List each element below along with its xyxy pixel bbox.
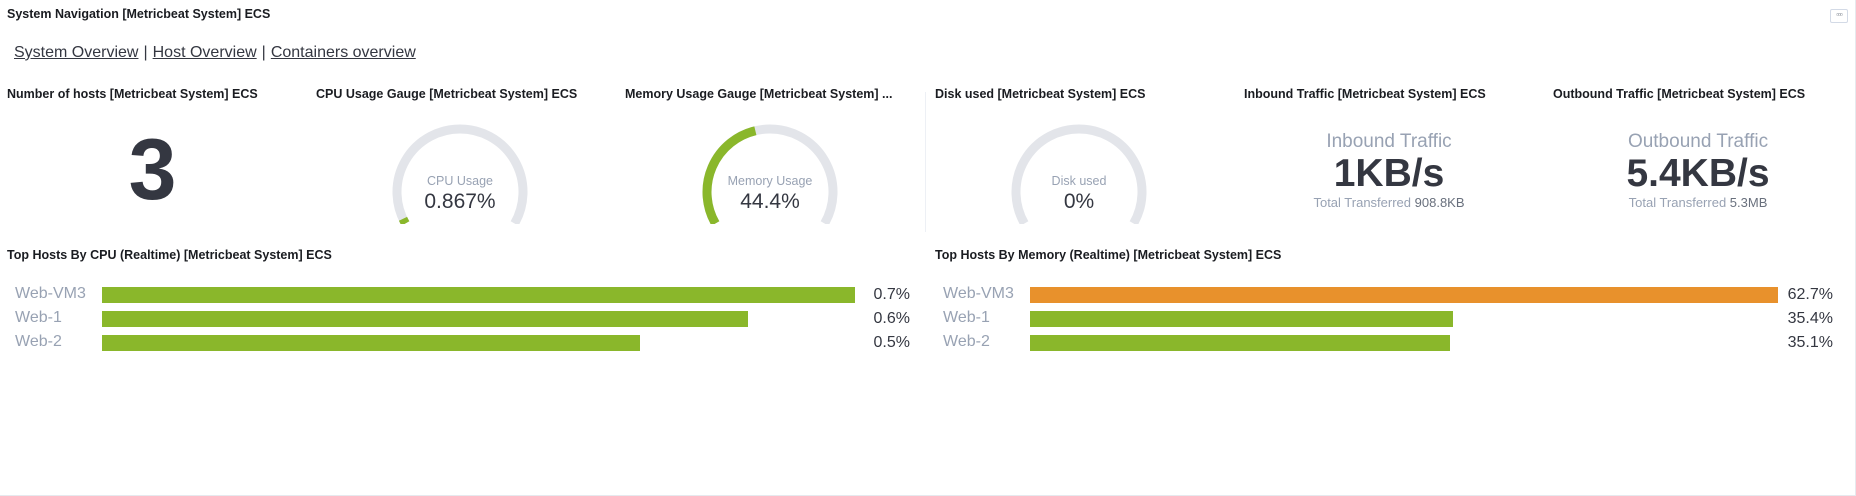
outbound-total-label: Total Transferred: [1628, 195, 1727, 210]
nav-separator: |: [261, 44, 266, 61]
outbound-value: 5.4KB/s: [1626, 152, 1770, 195]
cpu-gauge-label: CPU Usage: [427, 174, 493, 188]
top-memory-host-label: Web-1: [943, 309, 990, 326]
outbound-label: Outbound Traffic: [1627, 131, 1769, 152]
inbound-metric: Inbound Traffic 1KB/s Total Transferred …: [1244, 131, 1534, 211]
top-cpu-value: 0.6%: [873, 310, 910, 327]
column-divider: [925, 92, 926, 232]
top-cpu-value: 0.7%: [873, 286, 910, 303]
panel-title-top-memory: Top Hosts By Memory (Realtime) [Metricbe…: [935, 248, 1282, 262]
disk-gauge-value: 0%: [1063, 190, 1095, 213]
top-memory-host-label: Web-VM3: [943, 285, 1014, 302]
nav-link-host-overview[interactable]: Host Overview: [152, 44, 257, 61]
outbound-total-value: 5.3MB: [1729, 195, 1768, 210]
top-memory-value: 62.7%: [1787, 286, 1833, 303]
top-cpu-bar[interactable]: [102, 287, 855, 303]
gauge-fill: [398, 216, 410, 226]
top-memory-row: Web-VM3 62.7%: [943, 285, 1833, 303]
top-cpu-bar[interactable]: [102, 335, 640, 351]
nav-link-containers-overview[interactable]: Containers overview: [270, 44, 416, 61]
panel-title-top-cpu: Top Hosts By CPU (Realtime) [Metricbeat …: [7, 248, 332, 262]
inbound-total: Total Transferred 908.8KB: [1244, 195, 1534, 211]
top-memory-bar[interactable]: [1030, 287, 1778, 303]
inbound-total-label: Total Transferred: [1313, 195, 1412, 210]
panel-title-disk: Disk used [Metricbeat System] ECS: [935, 87, 1146, 101]
panel-title-system-navigation: System Navigation [Metricbeat System] EC…: [7, 7, 271, 21]
top-cpu-host-label: Web-1: [15, 309, 62, 326]
memory-gauge: Memory Usage 44.4%: [695, 124, 845, 226]
top-cpu-value: 0.5%: [873, 334, 910, 351]
top-cpu-host-label: Web-2: [15, 333, 62, 350]
outbound-total: Total Transferred 5.3MB: [1553, 195, 1843, 211]
navigation-links: System Overview | Host Overview | Containers…: [14, 44, 416, 62]
panel-options-icon[interactable]: ▫▫▫: [1830, 9, 1848, 23]
panel-title-memory-gauge: Memory Usage Gauge [Metricbeat System] .…: [625, 87, 893, 101]
panel-title-cpu-gauge: CPU Usage Gauge [Metricbeat System] ECS: [316, 87, 578, 101]
top-memory-row: Web-1 35.4%: [943, 309, 1833, 327]
top-cpu-row: Web-VM3 0.7%: [15, 285, 910, 303]
top-cpu-row: Web-1 0.6%: [15, 309, 910, 327]
outbound-metric: Outbound Traffic 5.4KB/s Total Transferr…: [1553, 131, 1843, 211]
inbound-total-value: 908.8KB: [1414, 195, 1465, 210]
cpu-gauge-value: 0.867%: [424, 190, 496, 213]
top-cpu-bar[interactable]: [102, 311, 748, 327]
cpu-gauge: CPU Usage 0.867%: [385, 124, 535, 226]
top-cpu-host-label: Web-VM3: [15, 285, 86, 302]
disk-gauge-label: Disk used: [1051, 174, 1107, 188]
top-cpu-row: Web-2 0.5%: [15, 333, 910, 351]
nav-link-system-overview[interactable]: System Overview: [14, 44, 139, 61]
memory-gauge-value: 44.4%: [740, 190, 800, 213]
panel-title-hosts: Number of hosts [Metricbeat System] ECS: [7, 87, 258, 101]
disk-gauge: Disk used 0%: [1004, 124, 1154, 226]
top-memory-value: 35.1%: [1787, 334, 1833, 351]
top-memory-bar[interactable]: [1030, 311, 1453, 327]
panel-title-outbound: Outbound Traffic [Metricbeat System] ECS: [1553, 87, 1806, 101]
hosts-count: 3: [128, 122, 177, 218]
memory-gauge-label: Memory Usage: [727, 174, 813, 188]
inbound-value: 1KB/s: [1333, 152, 1445, 195]
inbound-label: Inbound Traffic: [1326, 131, 1452, 152]
nav-separator: |: [143, 44, 148, 61]
gauge-fill: [702, 126, 757, 226]
top-memory-row: Web-2 35.1%: [943, 333, 1833, 351]
top-memory-host-label: Web-2: [943, 333, 990, 350]
cpu-gauge-chart: [392, 124, 528, 226]
memory-gauge-chart: [702, 124, 838, 226]
top-memory-bar[interactable]: [1030, 335, 1450, 351]
panel-title-inbound: Inbound Traffic [Metricbeat System] ECS: [1244, 87, 1486, 101]
gauge-track: [1011, 124, 1147, 226]
disk-gauge-chart: [1011, 124, 1147, 226]
top-memory-value: 35.4%: [1787, 310, 1833, 327]
gauge-track: [392, 124, 528, 226]
